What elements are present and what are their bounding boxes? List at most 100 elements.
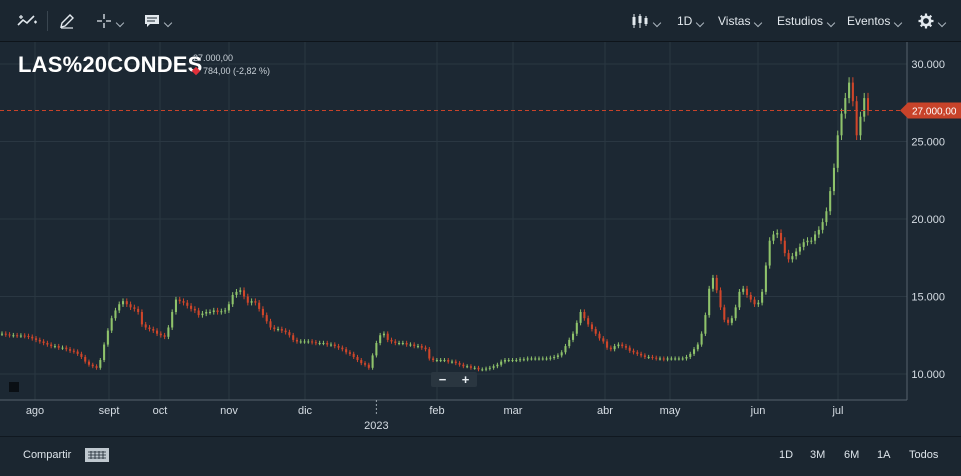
candle-body: [186, 302, 189, 306]
candle-body: [61, 347, 64, 349]
candle-body: [125, 301, 128, 305]
range-1a[interactable]: 1A: [877, 437, 890, 473]
chevron-down-icon: [696, 18, 705, 28]
candle-body: [31, 336, 34, 339]
last-price: 27.000,00: [193, 53, 234, 63]
candle-body: [428, 349, 431, 359]
candle-body: [768, 240, 771, 266]
candle-body: [133, 307, 136, 309]
candle-body: [469, 366, 472, 368]
candle-body: [0, 333, 4, 335]
candle-body: [375, 343, 378, 356]
x-tick-label: sept: [99, 405, 120, 417]
candle-body: [224, 310, 227, 312]
x-tick-label: feb: [429, 405, 444, 417]
bottom-bar: Compartir 1D 3M 6M 1A Todos: [0, 436, 961, 476]
candle-body: [568, 339, 571, 347]
candle-body: [798, 246, 801, 252]
views-button[interactable]: Vistas: [718, 0, 763, 42]
candle-body: [269, 321, 272, 328]
crosshair-button[interactable]: [96, 0, 125, 42]
candle-body: [719, 290, 722, 308]
y-tick-label: 25.000: [911, 137, 945, 149]
candle-body: [182, 301, 185, 303]
range-3m-label: 3M: [810, 449, 826, 461]
candle-body: [137, 308, 140, 312]
candle-body: [114, 310, 117, 319]
candle-body: [193, 308, 196, 311]
candle-body: [363, 363, 367, 365]
keyboard-button[interactable]: [85, 437, 109, 473]
candle-body: [178, 299, 181, 302]
range-1d[interactable]: 1D: [779, 437, 793, 473]
candle-body: [772, 234, 775, 241]
candle-body: [443, 360, 446, 362]
share-button[interactable]: Compartir: [23, 437, 71, 473]
events-button[interactable]: Eventos: [847, 0, 903, 42]
range-6m[interactable]: 6M: [844, 437, 859, 473]
candle-body: [507, 360, 510, 362]
candle-body: [802, 242, 805, 247]
events-label: Eventos: [847, 14, 891, 28]
price-change: 784,00 (-2,82 %): [191, 66, 271, 76]
candle-body: [583, 312, 586, 319]
candle-body: [515, 360, 518, 362]
candle-body: [401, 343, 404, 344]
candle-body: [836, 135, 839, 168]
candle-body: [541, 358, 544, 360]
candle-body: [753, 299, 756, 305]
candle-body: [587, 318, 590, 325]
draw-button[interactable]: [58, 0, 76, 42]
candle-body: [8, 334, 11, 336]
chart-type-button[interactable]: [631, 0, 662, 42]
candle-body: [624, 346, 628, 348]
candle-body: [655, 357, 658, 359]
range-all[interactable]: Todos: [909, 437, 938, 473]
candle-body: [394, 341, 397, 343]
candle-body: [205, 312, 208, 314]
candle-body: [549, 357, 552, 359]
candle-body: [284, 330, 287, 333]
candle-body: [174, 299, 177, 312]
candle-body: [235, 291, 238, 295]
candle-body: [171, 312, 174, 328]
candle-body: [197, 310, 200, 316]
price-chart[interactable]: 10.000 15.000 20.000 25.000 30.000 ago sept oc…: [0, 42, 961, 436]
zoom-controls: − +: [431, 372, 477, 387]
candle-body: [681, 358, 684, 360]
candle-body: [72, 350, 75, 352]
candle-body: [220, 311, 223, 313]
comment-button[interactable]: [144, 0, 173, 42]
candle-body: [613, 346, 616, 350]
candle-body: [265, 315, 268, 322]
range-3m[interactable]: 3M: [810, 437, 825, 473]
candle-body: [242, 290, 246, 297]
x-tick-label: mar: [504, 405, 523, 417]
candle-body: [715, 277, 718, 291]
candle-body: [530, 358, 533, 360]
candle-body: [27, 336, 30, 338]
y-tick-label: 15.000: [911, 292, 945, 304]
price-change-value: 784,00 (-2,82 %): [203, 66, 271, 76]
candle-body: [216, 310, 219, 312]
interval-button[interactable]: 1D: [677, 0, 705, 42]
candle-body: [46, 343, 49, 345]
chart-corner-box: [9, 382, 19, 392]
range-1d-label: 1D: [779, 449, 794, 461]
studies-button[interactable]: Estudios: [777, 0, 836, 42]
zoom-in-button[interactable]: +: [461, 372, 470, 387]
candle-body: [118, 304, 121, 311]
candle-body: [76, 351, 79, 354]
candle-body: [617, 344, 620, 347]
x-tick-label: abr: [597, 405, 613, 417]
candle-body: [621, 344, 624, 347]
candle-body: [110, 318, 113, 331]
candle-body: [432, 358, 435, 361]
candle-body: [50, 344, 53, 347]
candle-body: [855, 101, 858, 136]
candle-body: [537, 358, 541, 360]
candle-body: [522, 359, 525, 361]
trend-line-button[interactable]: [17, 0, 39, 42]
settings-button[interactable]: [918, 0, 947, 42]
zoom-out-button[interactable]: −: [438, 372, 447, 387]
